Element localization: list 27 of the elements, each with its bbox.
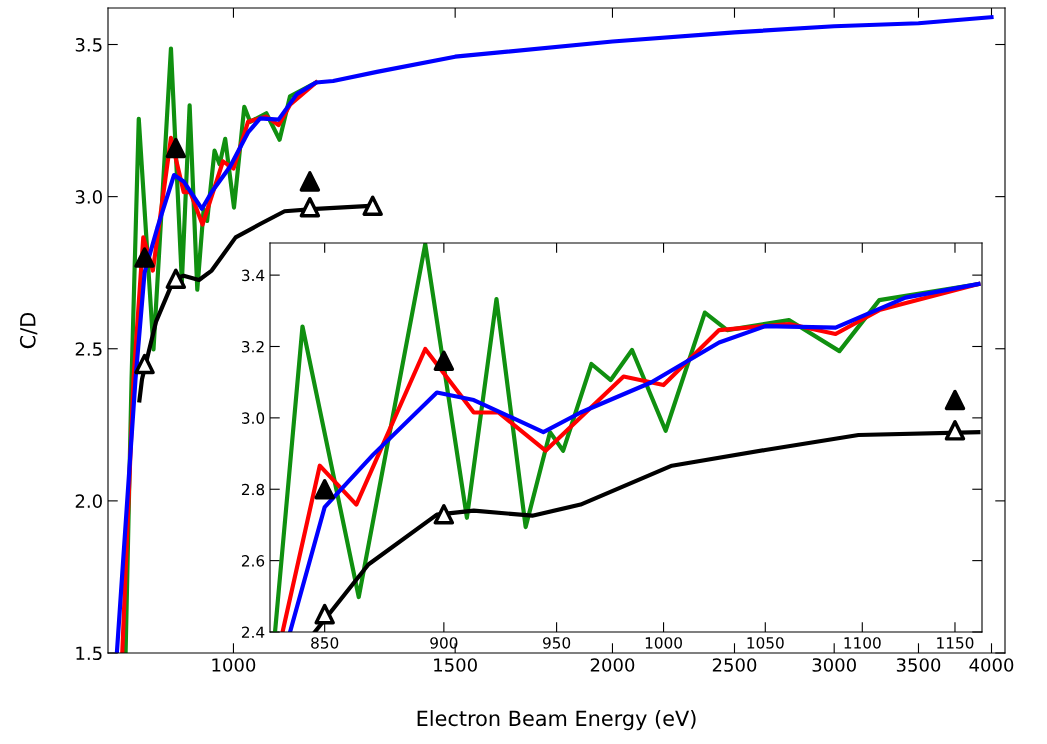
x-tick-label: 1150	[937, 637, 974, 649]
x-tick-label: 1500	[434, 658, 477, 672]
x-tick-label: 1100	[844, 637, 881, 649]
x-tick-label: 3000	[812, 658, 856, 672]
x-tick-label: 2000	[590, 658, 635, 672]
x-axis-title: Electron Beam Energy (eV)	[417, 710, 696, 731]
x-tick-label: 850	[311, 637, 339, 649]
x-tick-label: 4000	[969, 658, 1014, 672]
y-tick-label: 3.5	[75, 37, 102, 52]
y-tick-label: 2.8	[241, 483, 265, 496]
y-tick-label: 2.4	[241, 626, 265, 638]
x-tick-label: 1000	[645, 637, 682, 649]
y-tick-label: 3.0	[242, 412, 265, 424]
x-tick-label: 900	[430, 637, 458, 649]
y-tick-label: 2.0	[75, 494, 102, 508]
y-tick-label: 3.0	[75, 190, 102, 204]
x-tick-label: 950	[542, 637, 571, 649]
x-tick-label: 1050	[747, 637, 784, 649]
y-tick-label: 2.5	[75, 342, 102, 356]
y-tick-label: 2.6	[241, 555, 265, 567]
x-tick-label: 1000	[212, 658, 256, 672]
x-tick-label: 2500	[712, 658, 757, 672]
y-axis-title: C/D	[19, 312, 38, 349]
y-tick-label: 1.5	[76, 646, 102, 661]
y-tick-label: 3.2	[242, 340, 264, 353]
y-tick-label: 3.4	[242, 269, 265, 282]
x-tick-label: 3500	[896, 658, 941, 672]
